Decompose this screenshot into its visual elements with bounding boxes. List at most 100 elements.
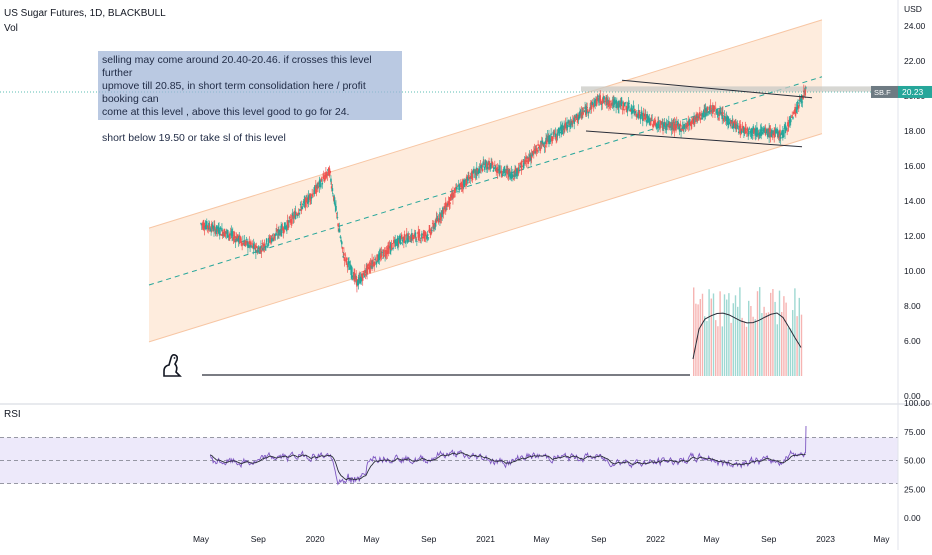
- candle-body: [551, 136, 554, 141]
- candle-body: [713, 105, 716, 112]
- candle-body: [236, 238, 238, 242]
- candle-body: [335, 212, 338, 214]
- candle-body: [325, 173, 328, 178]
- candle-body: [506, 169, 508, 171]
- tradingview-logo-icon[interactable]: [160, 352, 184, 378]
- candle-body: [251, 243, 254, 245]
- volume-bar: [741, 317, 743, 376]
- candle-body: [709, 105, 712, 111]
- candle-body: [687, 121, 690, 127]
- candle-body: [366, 264, 369, 270]
- candle-body: [517, 167, 520, 174]
- volume-bar: [778, 290, 781, 376]
- candle-body: [366, 265, 368, 274]
- volume-bar: [798, 297, 800, 376]
- candle-body: [476, 168, 479, 174]
- candle-body: [266, 245, 269, 247]
- candle-body: [418, 231, 420, 241]
- time-tick-label: May: [873, 534, 890, 544]
- candle-body: [441, 210, 443, 218]
- candle-body: [779, 137, 782, 139]
- candle-body: [239, 236, 242, 240]
- candle-body: [414, 232, 417, 239]
- candle-body: [383, 250, 386, 252]
- candle-body: [634, 111, 637, 114]
- channel-lower-line: [148, 133, 823, 343]
- candle-body: [509, 170, 511, 172]
- candle-body: [247, 246, 250, 247]
- annotation-note[interactable]: selling may come around 20.40-20.46. if …: [98, 51, 402, 144]
- candle-body: [477, 171, 480, 174]
- candle-body: [230, 230, 233, 236]
- candle-body: [419, 239, 422, 241]
- candle-body: [642, 115, 644, 121]
- candle-body: [418, 234, 421, 236]
- candle-body: [740, 130, 743, 133]
- candle-body: [241, 242, 243, 246]
- candle-body: [490, 162, 493, 167]
- candle-body: [571, 121, 573, 125]
- candle-body: [613, 99, 616, 102]
- last-price-value: 20.23: [902, 87, 924, 97]
- candle-body: [736, 125, 739, 127]
- candle-body: [613, 99, 615, 108]
- candle-body: [765, 132, 768, 134]
- candle-body: [715, 109, 718, 114]
- candle-body: [340, 241, 343, 245]
- candle-body: [288, 220, 290, 223]
- candle-body: [785, 127, 788, 131]
- candle-body: [680, 129, 682, 132]
- candle-body: [386, 250, 389, 255]
- candle-body: [455, 187, 458, 190]
- candle-body: [310, 196, 313, 199]
- volume-bar: [721, 326, 723, 376]
- candle-body: [464, 180, 467, 182]
- candle-body: [312, 195, 314, 197]
- candle-body: [766, 131, 769, 137]
- candle-body: [771, 129, 773, 135]
- candle-body: [512, 178, 515, 180]
- candle-body: [367, 264, 370, 266]
- candle-body: [373, 261, 376, 267]
- candle-body: [247, 242, 249, 248]
- candle-body: [361, 276, 364, 281]
- candle-body: [244, 240, 247, 244]
- candle-body: [582, 112, 584, 116]
- candle-body: [644, 114, 647, 120]
- time-tick-label: May: [193, 534, 210, 544]
- candle-body: [288, 217, 291, 218]
- candle-body: [412, 237, 415, 240]
- candle-body: [700, 114, 703, 116]
- candle-body: [260, 246, 262, 249]
- candle-body: [239, 236, 241, 244]
- candle-body: [801, 101, 804, 103]
- candle-body: [753, 129, 755, 134]
- candle-body: [600, 103, 603, 105]
- volume-bar: [706, 321, 708, 376]
- candle-body: [452, 195, 455, 198]
- time-tick-label: 2022: [646, 534, 665, 544]
- candle-body: [240, 240, 243, 244]
- candle-body: [436, 218, 438, 220]
- candle-body: [592, 103, 595, 108]
- candle-body: [321, 182, 324, 185]
- volume-bar: [787, 327, 789, 376]
- candle-body: [319, 179, 321, 183]
- candle-body: [443, 206, 446, 209]
- candle-body: [748, 131, 750, 135]
- candle-body: [519, 162, 521, 165]
- candle-body: [500, 170, 503, 174]
- candle-body: [664, 125, 666, 128]
- resistance-zone: [581, 86, 898, 92]
- candle-body: [293, 215, 295, 219]
- candle-body: [558, 128, 560, 133]
- candle-body: [296, 214, 298, 216]
- candle-body: [609, 106, 612, 108]
- candle-body: [421, 233, 423, 237]
- candle-body: [595, 98, 598, 106]
- candle-body: [537, 144, 539, 146]
- candle-body: [380, 251, 383, 258]
- candle-body: [296, 215, 299, 216]
